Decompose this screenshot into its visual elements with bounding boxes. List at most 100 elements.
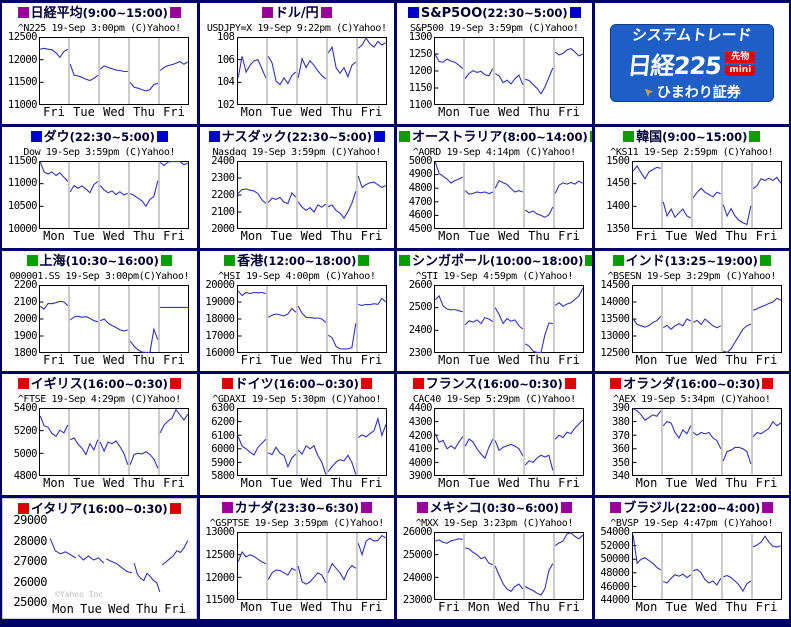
market-chart-cell[interactable]: ナスダック(22:30~5:00) Nasdaq 19-Sep 3:59pm (…: [199, 126, 394, 248]
market-chart-cell[interactable]: 上海(10:30~16:00) 000001.SS 19-Sep 3:00pm(…: [2, 250, 197, 372]
market-chart-cell[interactable]: イギリス(16:00~0:30) ^FTSE 19-Sep 4:29pm (C)…: [2, 374, 197, 496]
region-marker-icon: [399, 254, 410, 266]
y-tick-label: 2400: [408, 323, 433, 336]
y-tick-label: 5800: [211, 470, 235, 483]
y-tick-label: 2100: [13, 295, 38, 308]
chart-header: 韓国(9:00~15:00): [595, 128, 790, 146]
region-marker-icon: [762, 502, 774, 514]
price-chart: [236, 160, 387, 229]
y-tick-label: 20000: [205, 278, 235, 291]
day-label: Fri: [163, 105, 185, 119]
y-tick-label: 12000: [7, 53, 38, 66]
y-axis-labels: 11500 11000 10500 10000: [2, 155, 39, 235]
market-chart-cell[interactable]: ドル/円 USDJPY=X 19-Sep 9:22pm (C)Yahoo! 10…: [199, 3, 394, 124]
chart-area: 11500 11000 10500 10000: [2, 155, 197, 235]
ticker-attribution: ^MXX 19-Sep 3:23pm (C)Yahoo!: [415, 518, 574, 530]
market-chart-cell[interactable]: オーストラリア(8:00~14:00) ^AORD 19-Sep 4:14pm …: [397, 126, 592, 248]
day-label: Tue: [468, 352, 490, 367]
y-tick-label: 46000: [600, 580, 630, 593]
market-chart-cell[interactable]: カナダ(23:30~6:30) ^GSPTSE 19-Sep 3:59pm (C…: [199, 498, 394, 619]
region-marker-icon: [169, 378, 181, 390]
market-chart-cell[interactable]: インド(13:25~19:00) ^BSESN 19-Sep 3:29pm (C…: [594, 250, 789, 372]
market-hours: (12:00~18:00): [263, 253, 357, 268]
y-tick-label: 24000: [402, 571, 433, 584]
day-label: Mon: [43, 228, 65, 243]
price-chart: [236, 37, 387, 105]
y-tick-label: 2200: [211, 188, 235, 201]
y-tick-label: 2300: [211, 171, 235, 184]
chart-area: 1300 1250 1200 1150 1100: [397, 31, 592, 111]
day-label: Thu: [528, 228, 550, 243]
day-label: Mon: [240, 600, 263, 615]
market-chart-cell[interactable]: ブラジル(22:00~4:00) ^BVSP 19-Sep 4:47pm (C)…: [594, 498, 789, 619]
market-chart-cell[interactable]: S&P5OO(22:30~5:00) S&P500 19-Sep 3:59pm …: [397, 3, 592, 124]
market-name: インド: [625, 253, 665, 269]
region-marker-icon: [320, 7, 332, 18]
ticker-attribution: ^GSPTSE 19-Sep 3:59pm (C)Yahoo!: [209, 518, 385, 530]
day-label: Thu: [136, 602, 158, 617]
x-axis-day-labels: Fri Tue Wed Thu Fri: [632, 229, 782, 245]
y-tick-label: 106: [217, 53, 235, 66]
day-label: Tue: [270, 476, 293, 491]
y-tick-label: 18000: [205, 312, 235, 325]
market-hours: (16:00~0:30): [477, 377, 563, 392]
day-label: Thu: [330, 228, 353, 243]
day-label: Wed: [300, 352, 323, 367]
y-axis-labels: 12500 12000 11500 11000: [2, 31, 39, 111]
day-label: Thu: [725, 352, 748, 367]
ticker-attribution: ^BSESN 19-Sep 3:29pm (C)Yahoo!: [607, 270, 777, 282]
day-label: Wed: [300, 105, 323, 119]
price-chart: [631, 408, 782, 477]
market-chart-cell[interactable]: メキシコ(0:30~6:00) ^MXX 19-Sep 3:23pm (C)Ya…: [397, 498, 592, 619]
y-axis-labels: 6300 6200 6100 6000 5900 5800: [200, 402, 237, 482]
market-chart-cell[interactable]: オランダ(16:00~0:30) ^AEX 19-Sep 5:34pm (C)Y…: [594, 374, 789, 496]
day-label: Fri: [558, 105, 580, 119]
chart-area: 1500 1450 1400 1350: [595, 155, 790, 235]
y-axis-labels: 2400 2300 2200 2100 2000: [200, 155, 237, 235]
market-chart-cell[interactable]: フランス(16:00~0:30) CAC40 19-Sep 5:29pm (C)…: [397, 374, 592, 496]
region-marker-icon: [224, 254, 236, 266]
y-axis-labels: 14500 14000 13500 13000 12500: [595, 279, 632, 359]
market-chart-cell[interactable]: イタリア(16:00~0:30) 29000 28000 27000 26000 250…: [2, 498, 197, 619]
y-tick-label: 52000: [600, 539, 630, 552]
day-label: Mon: [52, 602, 74, 617]
ticker-attribution: ^N225 19-Sep 3:00pm (C)Yahoo!: [17, 23, 181, 34]
ticker-attribution: 000001.SS 19-Sep 3:00pm(C)Yahoo!: [9, 270, 190, 282]
day-label: Wed: [695, 352, 718, 367]
x-axis-day-labels: Mon Tue Wed Thu Fri: [434, 353, 584, 369]
y-tick-label: 6200: [211, 415, 235, 428]
market-chart-cell[interactable]: ダウ(22:30~5:00) Dow 19-Sep 3:59pm (C)Yaho…: [2, 126, 197, 248]
region-marker-icon: [156, 130, 168, 142]
chart-header: イギリス(16:00~0:30): [2, 375, 197, 393]
market-hours: (16:00~0:30): [82, 377, 168, 392]
y-tick-label: 5400: [13, 402, 38, 415]
price-chart: [434, 284, 584, 353]
day-label: Fri: [163, 352, 185, 367]
y-tick-label: 370: [612, 429, 630, 442]
region-marker-icon: [416, 502, 428, 514]
y-tick-label: 108: [217, 31, 235, 43]
market-chart-cell[interactable]: 香港(12:00~18:00) ^HSI 19-Sep 4:00pm (C)Ya…: [199, 250, 394, 372]
market-chart-cell[interactable]: 日経平均(9:00~15:00) ^N225 19-Sep 3:00pm (C)…: [2, 3, 197, 124]
y-tick-label: 1150: [408, 82, 433, 94]
market-chart-cell[interactable]: ドイツ(16:00~0:30) ^GDAXI 19-Sep 5:30pm (C)…: [199, 374, 394, 496]
day-label: Tue: [665, 228, 688, 243]
region-marker-icon: [26, 254, 38, 266]
chart-area: 5400 5200 5000 4800: [2, 402, 197, 482]
y-tick-label: 50000: [600, 553, 630, 566]
x-axis-day-labels: Mon Tue Wed Thu Fri: [434, 229, 584, 245]
day-label: Mon: [240, 228, 263, 243]
market-chart-cell[interactable]: シンガポール(10:00~18:00) ^STI 19-Sep 4:59pm (…: [397, 250, 592, 372]
x-axis-day-labels: Mon Tue Wed Thu Fri: [237, 600, 387, 616]
chart-area: 2200 2100 2000 1900 1800: [2, 279, 197, 359]
price-chart: [39, 37, 189, 105]
price-chart: [631, 160, 782, 229]
day-label: Wed: [498, 228, 520, 243]
region-marker-icon: [360, 378, 372, 390]
himawari-securities-ad-banner[interactable]: システムトレード 日経225 先物 mini ➤ ひまわり証券: [609, 24, 774, 103]
day-label: Wed: [498, 600, 520, 615]
ticker-attribution: ^AEX 19-Sep 5:34pm (C)Yahoo!: [613, 394, 771, 406]
day-label: Tue: [270, 228, 293, 243]
region-marker-icon: [17, 7, 29, 18]
market-chart-cell[interactable]: 韓国(9:00~15:00) ^KS11 19-Sep 2:59pm (C)Ya…: [594, 126, 790, 248]
